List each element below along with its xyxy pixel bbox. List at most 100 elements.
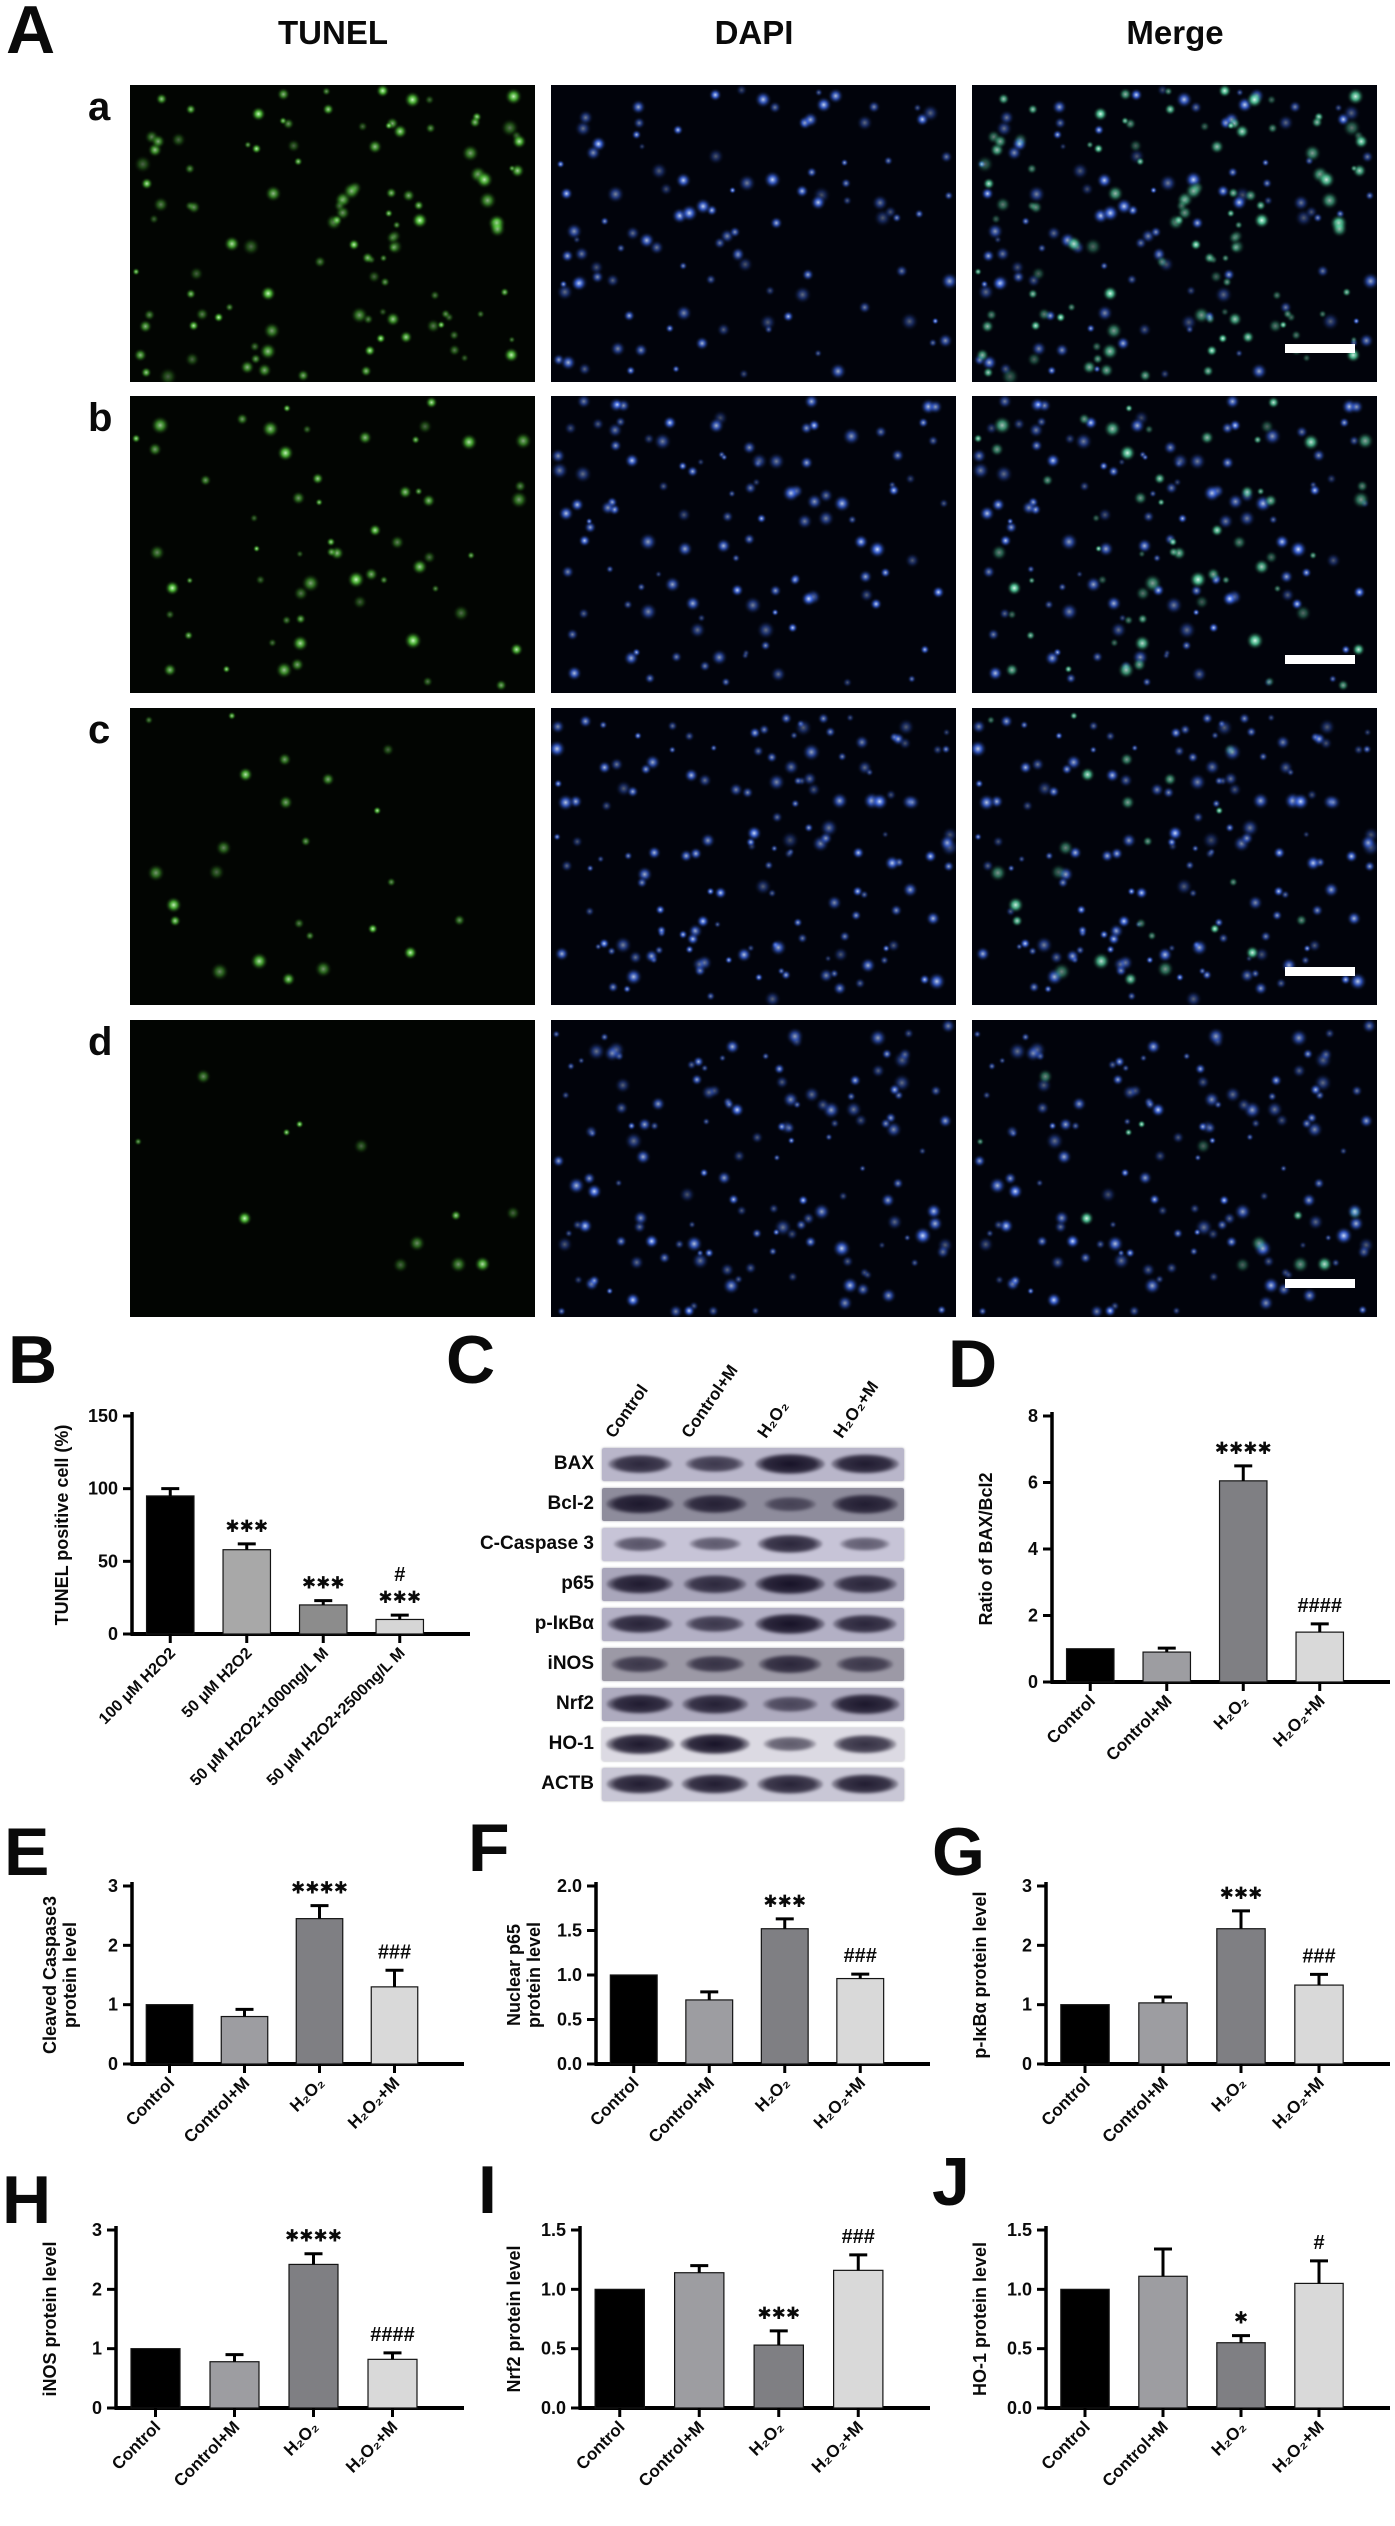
blot-band — [611, 1655, 669, 1673]
y-tick-label: 0 — [92, 2398, 102, 2418]
significance-stars: ✱✱✱ — [302, 1574, 345, 1593]
panel-j-letter: J — [932, 2144, 970, 2220]
y-axis-label: Nuclear p65 — [504, 1924, 524, 2026]
bar-H₂O₂ — [1216, 2342, 1266, 2409]
scale-bar — [1285, 655, 1355, 664]
micrograph-a-merge — [972, 85, 1377, 382]
panel-f-letter: F — [468, 1810, 510, 1886]
y-tick-label: 1.0 — [557, 1965, 582, 1985]
blot-band — [685, 1455, 745, 1473]
y-tick-label: 0 — [108, 2054, 118, 2074]
bar-100 μM H2O2 — [145, 1495, 195, 1635]
y-tick-label: 2.0 — [557, 1876, 582, 1896]
y-tick-label: 1 — [108, 1995, 118, 2015]
bar-Control+M — [220, 2015, 269, 2065]
y-axis-label: protein level — [60, 1922, 80, 2028]
row-label-b: b — [88, 396, 113, 440]
micrograph-a-dapi — [551, 85, 956, 382]
x-tick-label: Control+M — [180, 2073, 253, 2146]
x-tick-label: 50 μM H2O2+2500ng/L M — [264, 1645, 409, 1790]
x-tick-label: Control — [1043, 1691, 1099, 1747]
blot-row-BAX: BAX — [452, 1446, 952, 1482]
significance-stars: ✱✱✱✱ — [285, 2227, 342, 2246]
bar-Control+M — [1138, 2002, 1188, 2065]
column-header-merge: Merge — [1126, 14, 1224, 51]
blot-lane-label-0: Control — [601, 1381, 652, 1442]
micrograph-a-tunel — [130, 85, 535, 382]
chart-svg-G: 0 1 2 3 p-IκBα protein level Control Control+M… — [970, 1876, 1390, 2147]
chart-svg-B: 0 50 100 150 TUNEL positive cell (%) 100 μM H… — [52, 1406, 470, 1790]
y-tick-label: 50 — [98, 1551, 118, 1571]
blot-band — [755, 1613, 825, 1635]
y-axis-label: Cleaved Caspase3 — [40, 1896, 60, 2054]
blot-band — [763, 1736, 817, 1752]
x-tick-label: H₂O₂ — [1210, 1691, 1252, 1733]
blot-protein-label: p65 — [561, 1573, 594, 1594]
y-tick-label: 3 — [1022, 1876, 1032, 1896]
y-tick-label: 1 — [1022, 1995, 1032, 2015]
bar-H₂O₂ — [760, 1928, 809, 2065]
chart-inos: 0 1 2 3 iNOS protein level Control Control+M H₂… — [36, 2196, 466, 2526]
x-tick-label: Control — [1038, 2417, 1094, 2473]
significance-hashes: ### — [378, 1941, 411, 1963]
blot-lane-label-2: H₂O₂ — [753, 1397, 793, 1442]
chart-svg-J: 0.0 0.5 1.0 1.5 HO-1 protein level Control Con… — [970, 2220, 1390, 2491]
y-tick-label: 1.5 — [1007, 2220, 1032, 2240]
chart-svg-D: 0 2 4 6 8 Ratio of BAX/Bcl2 Control Control+M H₂… — [976, 1406, 1390, 1765]
blot-protein-label: p-IκBα — [534, 1613, 594, 1634]
row-label-a: a — [88, 85, 111, 129]
y-tick-label: 1.0 — [1007, 2279, 1032, 2299]
bar-H₂O₂+M — [1295, 1631, 1345, 1683]
chart-bax-bcl2-ratio: 0 2 4 6 8 Ratio of BAX/Bcl2 Control Control+M H₂… — [972, 1382, 1392, 1812]
panel-d-letter: D — [948, 1326, 997, 1402]
panel-h-letter: H — [2, 2162, 51, 2238]
chart-nuclear-p65: 0.0 0.5 1.0 1.5 2.0 Nuclear p65 protein level C… — [500, 1852, 932, 2182]
bar-H₂O₂ — [295, 1918, 344, 2065]
blot-band — [606, 1774, 674, 1794]
bar-Control+M — [685, 1999, 734, 2065]
blot-band — [839, 1537, 891, 1551]
chart-ho-1: 0.0 0.5 1.0 1.5 HO-1 protein level Control Con… — [966, 2196, 1392, 2526]
y-axis-label: protein level — [524, 1922, 544, 2028]
x-tick-label: H₂O₂+M — [1269, 1691, 1328, 1750]
x-tick-label: H₂O₂ — [280, 2417, 322, 2459]
micrograph-d-tunel — [130, 1020, 535, 1317]
x-tick-label: H₂O₂ — [745, 2417, 787, 2459]
y-tick-label: 0.5 — [541, 2339, 566, 2359]
y-tick-label: 0.0 — [557, 2054, 582, 2074]
bar-H₂O₂+M — [367, 2358, 418, 2409]
y-tick-label: 1.5 — [557, 1921, 582, 1941]
blot-band — [830, 1693, 900, 1715]
significance-stars: ✱✱✱ — [1220, 1884, 1263, 1903]
bar-H₂O₂+M — [1294, 1984, 1344, 2065]
bar-H₂O₂ — [288, 2263, 339, 2409]
blot-band — [606, 1694, 674, 1714]
x-tick-label: H₂O₂+M — [344, 2073, 403, 2132]
column-header-dapi: DAPI — [714, 14, 794, 51]
chart-p-ikba: 0 1 2 3 p-IκBα protein level Control Control+M… — [966, 1852, 1392, 2182]
significance-hashes: #### — [1298, 1595, 1343, 1617]
blot-band — [833, 1734, 897, 1754]
y-tick-label: 3 — [108, 1876, 118, 1896]
bar-H₂O₂+M — [370, 1986, 419, 2065]
x-tick-label: Control+M — [1102, 1691, 1175, 1764]
bar-Control — [1060, 2288, 1110, 2409]
blot-band — [831, 1774, 899, 1794]
y-tick-label: 0 — [1022, 2054, 1032, 2074]
bar-Control+M — [674, 2272, 725, 2409]
significance-stars: ✱✱✱ — [763, 1892, 806, 1911]
blot-band — [683, 1574, 747, 1594]
blot-band — [681, 1774, 749, 1794]
bar-H₂O₂+M — [833, 2269, 884, 2409]
bar-H₂O₂ — [1218, 1480, 1268, 1683]
blot-band — [680, 1733, 750, 1755]
x-tick-label: 100 μM H2O2 — [96, 1645, 179, 1728]
chart-svg-I: 0.0 0.5 1.0 1.5 Nrf2 protein level Control Con… — [504, 2220, 930, 2491]
y-tick-label: 0.0 — [541, 2398, 566, 2418]
micrograph-c-dapi — [551, 708, 956, 1005]
y-tick-label: 150 — [88, 1406, 118, 1426]
bar-Control — [130, 2348, 181, 2409]
blot-row-HO-1: HO-1 — [452, 1726, 952, 1762]
blot-band — [762, 1696, 818, 1712]
blot-protein-label: ACTB — [541, 1773, 594, 1794]
